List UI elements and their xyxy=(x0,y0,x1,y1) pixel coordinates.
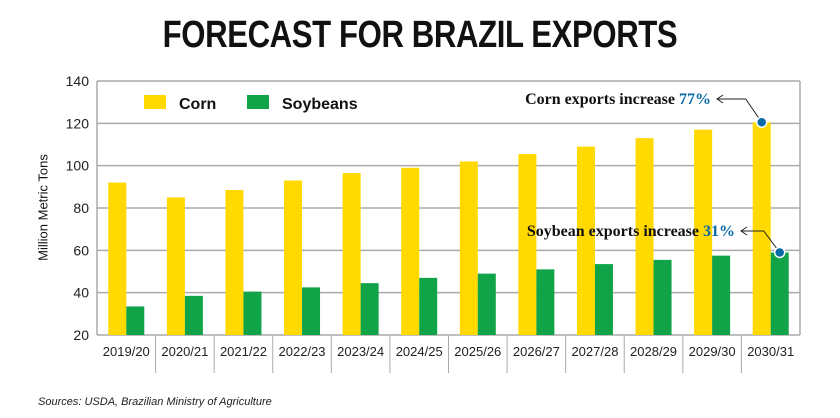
bar-corn xyxy=(225,190,244,335)
bar-soybeans xyxy=(243,291,262,335)
bar-corn xyxy=(635,138,654,335)
bar-soybeans xyxy=(126,306,145,335)
annotation-marker xyxy=(773,246,786,259)
x-tick-label: 2026/27 xyxy=(513,344,560,359)
x-tick-label: 2024/25 xyxy=(396,344,443,359)
annotation-percent: 77% xyxy=(679,91,711,108)
bar-soybeans xyxy=(302,287,321,335)
bar-soybeans xyxy=(594,264,613,335)
x-tick-label: 2019/20 xyxy=(103,344,150,359)
y-tick-label: 40 xyxy=(73,285,89,301)
bar-corn xyxy=(342,173,361,335)
source-note: Sources: USDA, Brazilian Ministry of Agr… xyxy=(38,396,272,408)
bar-corn xyxy=(401,167,420,335)
bar-soybeans xyxy=(360,283,379,335)
bar-soybeans xyxy=(712,255,731,335)
x-tick-label: 2029/30 xyxy=(689,344,736,359)
legend-swatch-soybeans xyxy=(247,95,269,109)
bar-corn xyxy=(108,182,127,335)
arrowhead-icon xyxy=(740,226,748,236)
annotation-arrow xyxy=(717,98,763,123)
annotation: Corn exports increase 77% xyxy=(525,91,711,108)
bar-soybeans xyxy=(419,277,438,335)
arrowhead-icon xyxy=(716,94,724,104)
bar-corn xyxy=(752,122,771,336)
annotation-text: Corn exports increase xyxy=(525,91,679,108)
annotation-percent: 31% xyxy=(703,223,735,240)
bar-soybeans xyxy=(477,273,496,335)
x-tick-label: 2030/31 xyxy=(747,344,794,359)
chart-title: FORECAST FOR BRAZIL EXPORTS xyxy=(162,14,678,56)
y-tick-label: 100 xyxy=(66,158,90,174)
annotation: Soybean exports increase 31% xyxy=(527,223,735,240)
bar-corn xyxy=(166,197,185,335)
bar-corn xyxy=(459,161,478,335)
x-tick-label: 2023/24 xyxy=(337,344,384,359)
bar-corn xyxy=(518,154,537,335)
legend-swatch-corn xyxy=(144,95,166,109)
bar-corn xyxy=(284,180,303,335)
legend-label: Corn xyxy=(179,96,216,113)
y-tick-label: 80 xyxy=(73,200,89,216)
bar-soybeans xyxy=(536,269,555,335)
bar-soybeans xyxy=(184,295,203,335)
y-tick-label: 20 xyxy=(73,327,89,343)
bar-soybeans xyxy=(770,252,789,335)
x-tick-label: 2021/22 xyxy=(220,344,267,359)
annotation-marker xyxy=(755,116,768,129)
bar-soybeans xyxy=(653,259,672,335)
y-tick-label: 140 xyxy=(66,73,90,89)
bar-corn xyxy=(694,129,713,335)
x-tick-label: 2027/28 xyxy=(571,344,618,359)
x-tick-label: 2025/26 xyxy=(454,344,501,359)
y-tick-label: 60 xyxy=(73,242,89,258)
annotation-text: Soybean exports increase xyxy=(527,223,703,240)
y-tick-label: 120 xyxy=(66,115,90,131)
x-tick-label: 2020/21 xyxy=(161,344,208,359)
annotation-arrow xyxy=(741,230,781,253)
x-tick-label: 2022/23 xyxy=(279,344,326,359)
legend-label: Soybeans xyxy=(282,96,358,113)
bar-corn xyxy=(576,146,595,335)
x-tick-label: 2028/29 xyxy=(630,344,677,359)
